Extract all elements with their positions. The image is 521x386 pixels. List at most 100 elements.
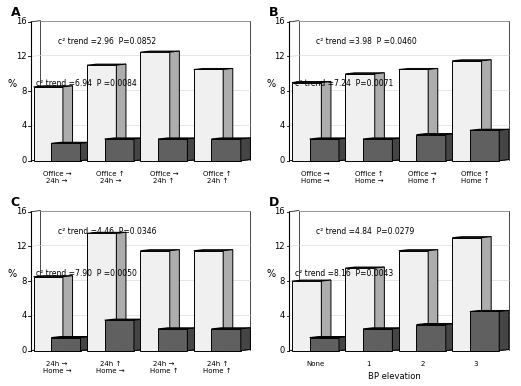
Text: A: A (10, 6, 20, 19)
Polygon shape (194, 69, 223, 161)
Polygon shape (105, 320, 134, 350)
Text: %: % (266, 269, 275, 279)
Text: 12: 12 (16, 52, 27, 61)
Text: 8: 8 (280, 277, 285, 286)
Polygon shape (158, 329, 188, 350)
Text: %: % (8, 79, 17, 89)
Text: Office →
Home →: Office → Home → (301, 171, 330, 184)
Text: c² trend =4.84  P=0.0279: c² trend =4.84 P=0.0279 (316, 227, 414, 236)
Polygon shape (87, 232, 126, 234)
Text: 16: 16 (275, 17, 285, 26)
Polygon shape (212, 328, 251, 329)
Polygon shape (140, 52, 170, 161)
Polygon shape (33, 87, 63, 161)
Polygon shape (140, 251, 170, 350)
Polygon shape (399, 250, 438, 251)
Polygon shape (51, 142, 90, 143)
Text: None: None (306, 361, 325, 367)
Text: c² trend =6.94  P =0.0084: c² trend =6.94 P =0.0084 (36, 79, 137, 88)
Polygon shape (51, 143, 81, 161)
Polygon shape (33, 276, 72, 277)
Polygon shape (345, 73, 384, 74)
Text: c² trend =3.98  P =0.0460: c² trend =3.98 P =0.0460 (316, 37, 417, 46)
Polygon shape (223, 68, 233, 161)
Text: 4: 4 (21, 122, 27, 130)
Text: D: D (269, 195, 279, 208)
Text: 4: 4 (21, 312, 27, 320)
Polygon shape (170, 51, 179, 161)
Polygon shape (134, 138, 144, 161)
Polygon shape (241, 138, 251, 161)
Polygon shape (292, 81, 331, 83)
Polygon shape (212, 138, 251, 139)
Polygon shape (339, 138, 349, 161)
Polygon shape (33, 86, 72, 87)
Polygon shape (194, 68, 233, 69)
Text: 8: 8 (21, 87, 27, 96)
Polygon shape (309, 337, 339, 350)
Polygon shape (289, 349, 509, 350)
Text: 0: 0 (280, 346, 285, 355)
Polygon shape (188, 328, 197, 350)
Polygon shape (292, 280, 331, 281)
Polygon shape (63, 276, 72, 350)
Polygon shape (212, 329, 241, 350)
Polygon shape (499, 129, 509, 161)
Text: 16: 16 (16, 17, 27, 26)
Text: 4: 4 (280, 122, 285, 130)
Text: 24h →
Home ↑: 24h → Home ↑ (150, 361, 178, 374)
Polygon shape (452, 238, 481, 350)
Polygon shape (416, 325, 446, 350)
Polygon shape (63, 86, 72, 161)
Polygon shape (452, 61, 481, 161)
Text: BP elevation: BP elevation (368, 372, 420, 381)
Text: 2: 2 (420, 361, 425, 367)
Text: 0: 0 (21, 346, 27, 355)
Polygon shape (363, 138, 402, 139)
Polygon shape (134, 319, 144, 350)
Polygon shape (105, 138, 144, 139)
Polygon shape (481, 60, 491, 161)
Polygon shape (392, 138, 402, 161)
Polygon shape (363, 328, 402, 329)
Polygon shape (51, 337, 81, 350)
Polygon shape (345, 74, 375, 161)
Text: 12: 12 (16, 242, 27, 251)
Text: 1: 1 (367, 361, 371, 367)
Polygon shape (81, 337, 90, 350)
Polygon shape (446, 134, 455, 161)
Polygon shape (375, 267, 384, 350)
Text: 4: 4 (280, 312, 285, 320)
Polygon shape (309, 138, 349, 139)
Polygon shape (470, 310, 509, 312)
Polygon shape (158, 138, 197, 139)
Polygon shape (158, 328, 197, 329)
Polygon shape (292, 83, 321, 161)
Polygon shape (223, 250, 233, 350)
Text: B: B (269, 6, 279, 19)
Polygon shape (339, 337, 349, 350)
Polygon shape (116, 232, 126, 350)
Polygon shape (399, 251, 428, 350)
Polygon shape (375, 73, 384, 161)
Polygon shape (194, 251, 223, 350)
Polygon shape (87, 65, 116, 161)
Polygon shape (292, 281, 321, 350)
Polygon shape (428, 68, 438, 161)
Polygon shape (452, 60, 491, 61)
Polygon shape (345, 267, 384, 268)
Polygon shape (399, 68, 438, 69)
Polygon shape (416, 323, 455, 325)
Polygon shape (33, 277, 63, 350)
Polygon shape (446, 323, 455, 350)
Text: 8: 8 (280, 87, 285, 96)
Text: c² trend =7.90  P =0.0050: c² trend =7.90 P =0.0050 (36, 269, 137, 278)
Text: 12: 12 (275, 52, 285, 61)
Polygon shape (470, 129, 509, 130)
Text: 3: 3 (474, 361, 478, 367)
Text: 24h ↑
Home →: 24h ↑ Home → (96, 361, 125, 374)
Text: 24h ↑
Home ↑: 24h ↑ Home ↑ (203, 361, 232, 374)
Text: 16: 16 (16, 207, 27, 216)
Text: 16: 16 (275, 207, 285, 216)
Text: Office ↑
24h →: Office ↑ 24h → (96, 171, 125, 184)
